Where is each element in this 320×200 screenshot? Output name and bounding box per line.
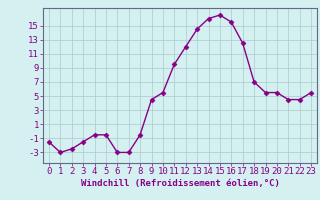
X-axis label: Windchill (Refroidissement éolien,°C): Windchill (Refroidissement éolien,°C): [81, 179, 279, 188]
